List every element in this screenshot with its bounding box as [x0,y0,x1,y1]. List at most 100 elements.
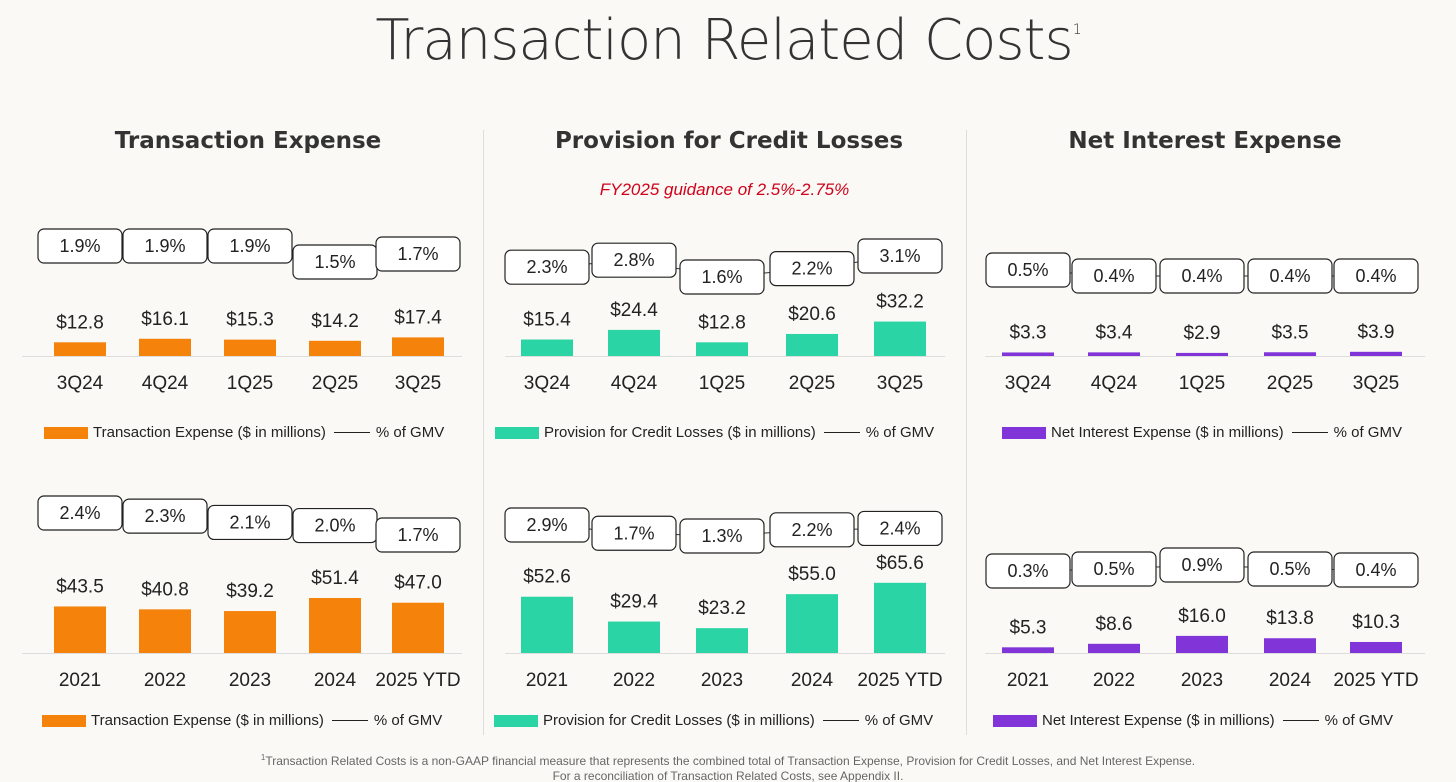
legend-line-label: % of GMV [865,424,935,441]
footnote: 1Transaction Related Costs is a non-GAAP… [0,750,1456,782]
legend-bar-label: Provision for Credit Losses ($ in millio… [544,424,816,441]
pct-label: 1.7% [397,525,438,545]
category-label: 3Q25 [395,373,441,394]
category-label: 2022 [144,670,186,691]
pct-label: 2.1% [229,512,270,532]
footnote-line-2: For a reconciliation of Transaction Rela… [552,769,904,782]
pct-label: 0.5% [1007,260,1048,280]
pct-box [679,518,765,554]
legend: Transaction Expense ($ in millions) % of … [42,712,442,729]
bar [309,340,361,356]
bar-value-label: $3.9 [1358,322,1395,343]
pct-box [207,504,293,541]
bar-value-label: $23.2 [698,598,746,619]
pct-label: 0.9% [1181,555,1222,575]
pct-label: 0.5% [1093,559,1134,579]
legend: Provision for Credit Losses ($ in millio… [494,712,933,729]
bar-value-label: $15.4 [523,310,571,331]
pct-label: 0.4% [1355,266,1396,286]
category-label: 2021 [1007,670,1049,691]
pct-box [769,251,855,287]
bar-value-label: $5.3 [1010,617,1047,638]
footnote-mark: 1 [260,753,266,762]
pct-box [122,228,208,264]
bar-value-label: $10.3 [1352,612,1400,633]
pct-label: 2.8% [613,250,654,270]
bar-value-label: $43.5 [56,576,104,597]
legend-bar-label: Transaction Expense ($ in millions) [91,712,324,729]
pct-label: 2.4% [879,518,920,538]
bar-value-label: $40.8 [141,579,189,600]
pct-label: 1.3% [701,526,742,546]
pct-box [591,242,677,278]
legend: Transaction Expense ($ in millions) % of … [44,424,444,441]
pct-box [1333,258,1419,294]
legend-line-swatch [822,720,859,721]
legend-line-swatch [823,432,860,433]
bar-value-label: $16.0 [1178,606,1226,627]
bar [1088,643,1140,653]
legend-bar-label: Net Interest Expense ($ in millions) [1051,424,1284,441]
bar-value-label: $2.9 [1184,323,1221,344]
legend-line-label: % of GMV [1324,712,1393,729]
pct-label: 1.9% [59,236,100,256]
pct-box [375,517,461,553]
legend: Net Interest Expense ($ in millions) % of… [1002,424,1402,441]
pct-box [1159,258,1245,294]
pct-box [679,259,765,295]
bar [1350,351,1402,356]
chart-transaction-annual: $43.5 2021 2.4% $40.8 2022 2.3% $39.2 2023 2.1% $… [22,495,462,691]
pct-box [122,498,208,534]
category-label: 3Q25 [1353,373,1399,394]
pct-label: 0.4% [1355,560,1396,580]
bar [786,594,838,653]
bar-value-label: $13.8 [1266,608,1314,629]
bar [392,602,444,653]
category-label: 2023 [1181,670,1223,691]
bar [392,337,444,356]
legend-bar-label: Provision for Credit Losses ($ in millio… [543,712,815,729]
pct-label: 3.1% [879,246,920,266]
bar [874,582,926,653]
pct-box [504,249,590,285]
pct-label: 2.2% [791,259,832,279]
bar-value-label: $16.1 [141,309,189,330]
pct-box [1247,551,1333,587]
pct-label: 0.4% [1093,266,1134,286]
bar [1176,352,1228,356]
pct-label: 1.9% [229,236,270,256]
chart-provision-quarterly: $15.4 3Q24 2.3% $24.4 4Q24 2.8% $12.8 1Q25 1.6% $… [504,238,945,394]
pct-box [504,507,590,543]
legend-line-swatch [1291,432,1328,433]
section-title-provision: Provision for Credit Losses [554,128,904,154]
category-label: 2024 [791,670,834,691]
pct-box [1247,258,1333,294]
category-label: 1Q25 [1179,373,1225,394]
divider [966,130,967,735]
bar-value-label: $17.4 [394,307,442,328]
bar-value-label: $51.4 [311,568,359,589]
bar [139,609,191,653]
bar [224,611,276,653]
legend-swatch [44,426,88,439]
bar-value-label: $8.6 [1096,614,1133,635]
legend-line-label: % of GMV [375,424,445,441]
bar [54,606,106,653]
bar [139,338,191,356]
bar [696,342,748,356]
bar [521,596,573,653]
category-label: 2021 [526,670,568,691]
bar-value-label: $29.4 [610,592,658,613]
bar [1176,635,1228,653]
pct-label: 0.4% [1181,266,1222,286]
category-label: 3Q25 [877,373,923,394]
legend-line-label: % of GMV [1333,424,1402,441]
pct-box [375,236,461,272]
category-label: 2Q25 [312,373,358,394]
pct-box [985,553,1071,589]
bar-value-label: $32.2 [876,292,924,313]
category-label: 3Q24 [57,373,104,394]
legend-swatch [993,714,1037,727]
bar-value-label: $65.6 [876,553,924,574]
